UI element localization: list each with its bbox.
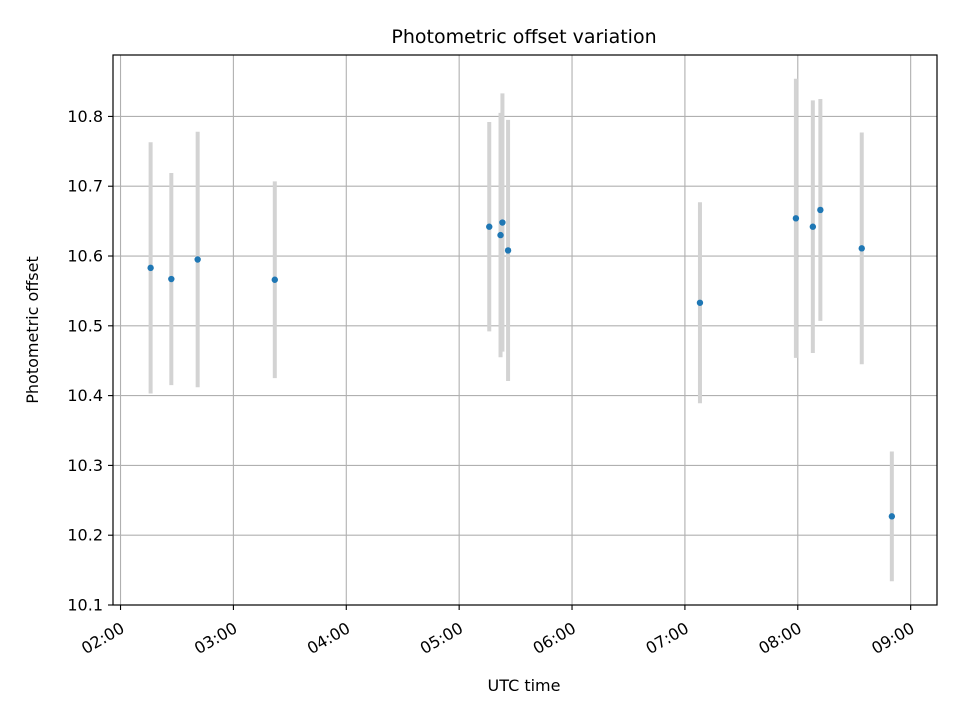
y-axis: 10.1 10.2 10.3 10.4 10.5 10.6 10.7 10.8 <box>67 107 113 615</box>
data-point <box>858 245 865 252</box>
y-tick-label: 10.2 <box>67 526 103 545</box>
data-point <box>792 215 800 222</box>
y-tick-label: 10.5 <box>67 316 103 335</box>
data-point <box>497 231 504 239</box>
data-point <box>888 513 896 520</box>
y-axis-title: Photometric offset <box>23 256 42 404</box>
y-tick-label: 10.7 <box>67 177 103 196</box>
x-axis-title: UTC time <box>488 676 561 695</box>
y-tick-label: 10.4 <box>67 386 103 405</box>
data-point <box>168 275 175 283</box>
data-point <box>504 247 512 254</box>
data-point <box>271 276 278 283</box>
data-point <box>809 223 817 230</box>
y-tick-label: 10.6 <box>67 247 103 266</box>
data-point <box>194 256 201 263</box>
data-point <box>817 206 824 214</box>
y-tick-label: 10.3 <box>67 456 103 475</box>
data-point <box>486 223 493 230</box>
chart-title: Photometric offset variation <box>391 26 656 48</box>
data-point <box>147 264 154 272</box>
data-point <box>499 219 506 226</box>
y-tick-label: 10.8 <box>67 107 103 126</box>
data-points <box>147 206 896 520</box>
data-point <box>696 299 704 306</box>
plot-frame <box>112 54 938 606</box>
grid <box>113 55 937 606</box>
y-tick-label: 10.1 <box>67 596 103 615</box>
